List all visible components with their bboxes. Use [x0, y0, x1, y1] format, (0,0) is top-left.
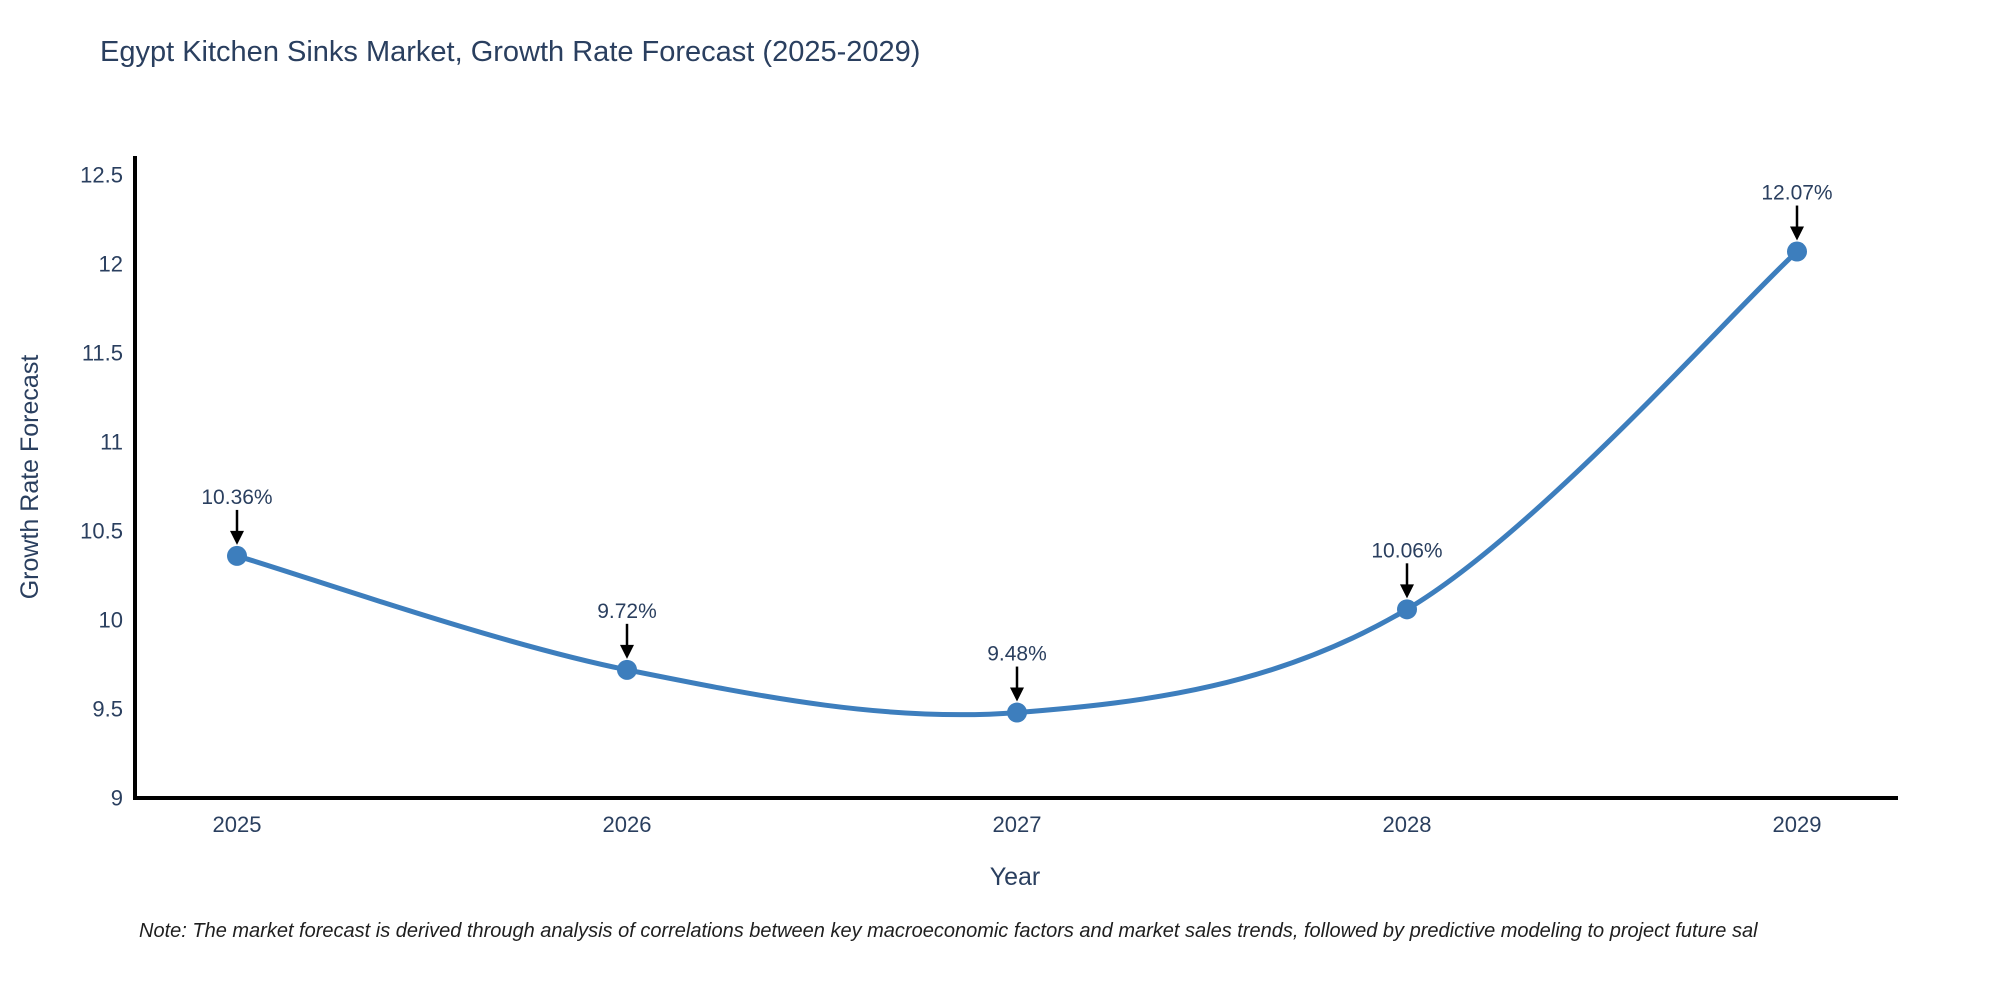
point-value-label: 10.06% [1371, 539, 1442, 562]
point-annotation: 12.07% [1761, 182, 1833, 241]
line-series [227, 241, 1807, 723]
point-value-label: 9.48% [987, 643, 1047, 666]
y-tick-label: 11 [100, 430, 123, 455]
point-annotation: 10.06% [1371, 539, 1443, 599]
annotation-arrowhead-icon [620, 644, 634, 659]
x-tick-label: 2027 [993, 812, 1042, 837]
annotation-arrowhead-icon [230, 530, 244, 545]
data-point-marker [617, 659, 637, 680]
y-tick-label: 10 [99, 608, 123, 633]
annotation-arrowhead-icon [1010, 687, 1024, 702]
point-value-label: 12.07% [1761, 182, 1832, 205]
y-tick-label: 12.5 [80, 163, 123, 188]
y-tick-label: 12 [99, 252, 123, 277]
point-value-label: 9.72% [597, 600, 657, 623]
point-annotation: 10.36% [201, 486, 273, 545]
annotation-arrowhead-icon [1790, 226, 1804, 241]
data-point-marker [1397, 599, 1417, 620]
y-axis-title: Growth Rate Forecast [16, 355, 44, 600]
footnote: Note: The market forecast is derived thr… [139, 920, 1758, 942]
series-line [234, 249, 1800, 718]
x-tick-label: 2026 [603, 812, 652, 837]
chart-title: Egypt Kitchen Sinks Market, Growth Rate … [100, 36, 921, 68]
x-tick-label: 2029 [1773, 812, 1822, 837]
y-tick-label: 9.5 [92, 697, 123, 722]
y-tick-label: 10.5 [80, 519, 123, 544]
data-point-marker [227, 545, 247, 566]
x-tick-label: 2025 [213, 812, 262, 837]
y-axis-tick-labels: 9 9.5 10 10.5 11 11.5 12 12.5 [80, 163, 123, 811]
y-tick-label: 9 [111, 786, 123, 811]
point-annotation: 9.72% [597, 600, 657, 659]
x-tick-label: 2028 [1383, 812, 1432, 837]
point-value-label: 10.36% [201, 486, 272, 509]
data-point-marker [1007, 702, 1027, 723]
annotation-arrowhead-icon [1400, 584, 1414, 599]
y-tick-label: 11.5 [82, 341, 123, 366]
x-axis-tick-labels: 2025 2026 2027 2028 2029 [213, 812, 1822, 837]
point-annotation: 9.48% [987, 643, 1047, 702]
data-point-marker [1787, 241, 1807, 262]
x-axis-title: Year [990, 863, 1041, 891]
point-annotations: 10.36% 9.72% 9.48% 10.06% 12.07% [201, 182, 1833, 702]
